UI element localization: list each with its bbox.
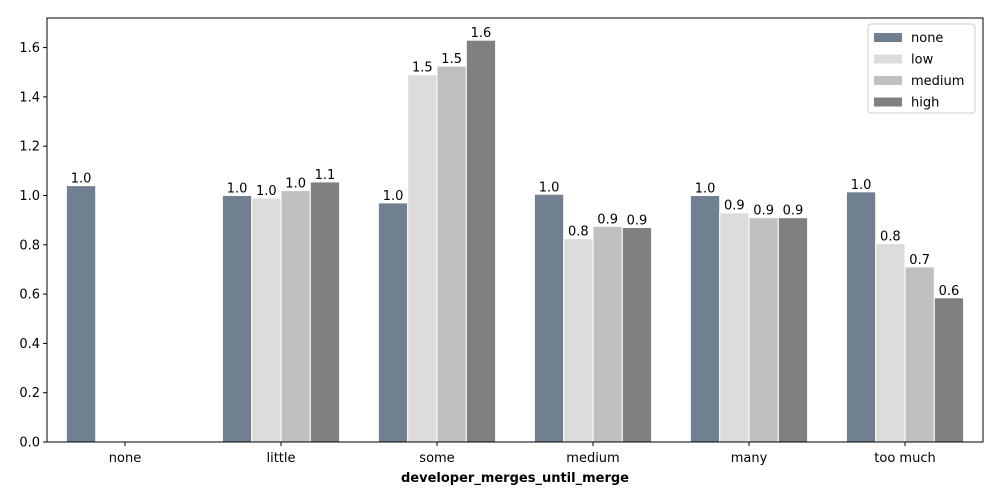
y-tick-label: 1.2 [19, 140, 40, 155]
x-axis: none little some medium many too much [109, 442, 936, 466]
data-label: 1.5 [441, 52, 462, 67]
legend-label-none: none [911, 31, 943, 46]
legend-swatch-high [874, 97, 902, 107]
data-label: 1.0 [285, 177, 306, 192]
x-tick-label: many [731, 451, 768, 466]
bars-layer [65, 39, 965, 443]
y-tick-label: 1.4 [19, 90, 40, 105]
data-label: 1.0 [71, 172, 92, 187]
bar-none-too-much [845, 191, 877, 443]
data-label: 0.8 [880, 230, 901, 245]
bar-high-little [309, 181, 341, 443]
data-label: 0.9 [753, 204, 774, 219]
bar-medium-some [436, 65, 467, 443]
bar-none-medium [533, 193, 565, 443]
legend-swatch-none [874, 33, 902, 42]
y-tick-label: 0.2 [19, 386, 40, 401]
bar-low-some [407, 74, 438, 443]
data-label: 1.0 [227, 181, 248, 196]
bar-medium-many [748, 217, 779, 443]
y-tick-label: 0.8 [19, 238, 40, 253]
bar-low-medium [563, 238, 594, 443]
data-label: 1.6 [471, 26, 492, 41]
bar-none-some [377, 202, 409, 443]
bar-medium-little [280, 190, 311, 443]
legend-swatch-medium [874, 76, 902, 85]
y-tick-label: 0.6 [19, 288, 40, 303]
bar-low-many [719, 212, 750, 443]
legend-box [867, 23, 976, 114]
bar-low-too-much [875, 243, 906, 443]
legend-label-low: low [911, 53, 934, 68]
data-label: 1.0 [695, 181, 716, 196]
bar-medium-medium [592, 225, 623, 443]
bar-medium-too-much [904, 266, 935, 443]
data-label: 0.9 [597, 212, 618, 227]
data-label: 0.9 [627, 214, 648, 229]
plot-frame [46, 17, 984, 443]
data-label: 1.1 [315, 168, 336, 183]
x-tick-label: little [266, 451, 295, 466]
bar-high-some [465, 39, 497, 443]
y-axis: 0.0 0.2 0.4 0.6 0.8 1.0 1.2 1.4 1.6 [19, 41, 47, 451]
x-tick-label: none [109, 451, 141, 466]
x-tick-label: medium [566, 451, 619, 466]
data-label: 0.9 [724, 199, 745, 214]
bar-high-medium [621, 227, 653, 443]
bar-none-little [221, 194, 253, 443]
legend-label-high: high [911, 96, 939, 111]
data-label: 0.7 [909, 253, 930, 268]
data-label: 1.0 [383, 189, 404, 204]
x-tick-label: too much [874, 451, 935, 466]
data-label: 1.5 [412, 61, 433, 76]
legend-swatch-low [874, 54, 902, 64]
y-tick-label: 0.4 [19, 337, 40, 352]
data-label: 0.9 [783, 204, 804, 219]
data-labels-layer: 1.0 1.0 1.0 1.0 1.1 1.0 1.5 1.5 1.6 1.0 0.8 0.9 0.9 1… [71, 26, 960, 299]
legend-label-medium: medium [911, 74, 964, 89]
data-label: 1.0 [539, 180, 560, 195]
data-label: 0.8 [568, 225, 589, 240]
bar-none-many [689, 194, 721, 443]
x-tick-label: some [419, 451, 454, 466]
bar-high-many [777, 217, 809, 443]
y-tick-label: 1.6 [19, 41, 40, 56]
data-label: 1.0 [851, 178, 872, 193]
bar-high-too-much [933, 297, 965, 443]
data-label: 1.0 [256, 184, 277, 199]
y-tick-label: 0.0 [19, 436, 40, 451]
x-axis-title: developer_merges_until_merge [401, 471, 629, 486]
legend: none low medium high [867, 23, 976, 114]
y-tick-label: 1.0 [19, 189, 40, 204]
bar-none-none [65, 185, 97, 443]
data-label: 0.6 [939, 284, 960, 299]
bar-low-little [251, 197, 282, 443]
